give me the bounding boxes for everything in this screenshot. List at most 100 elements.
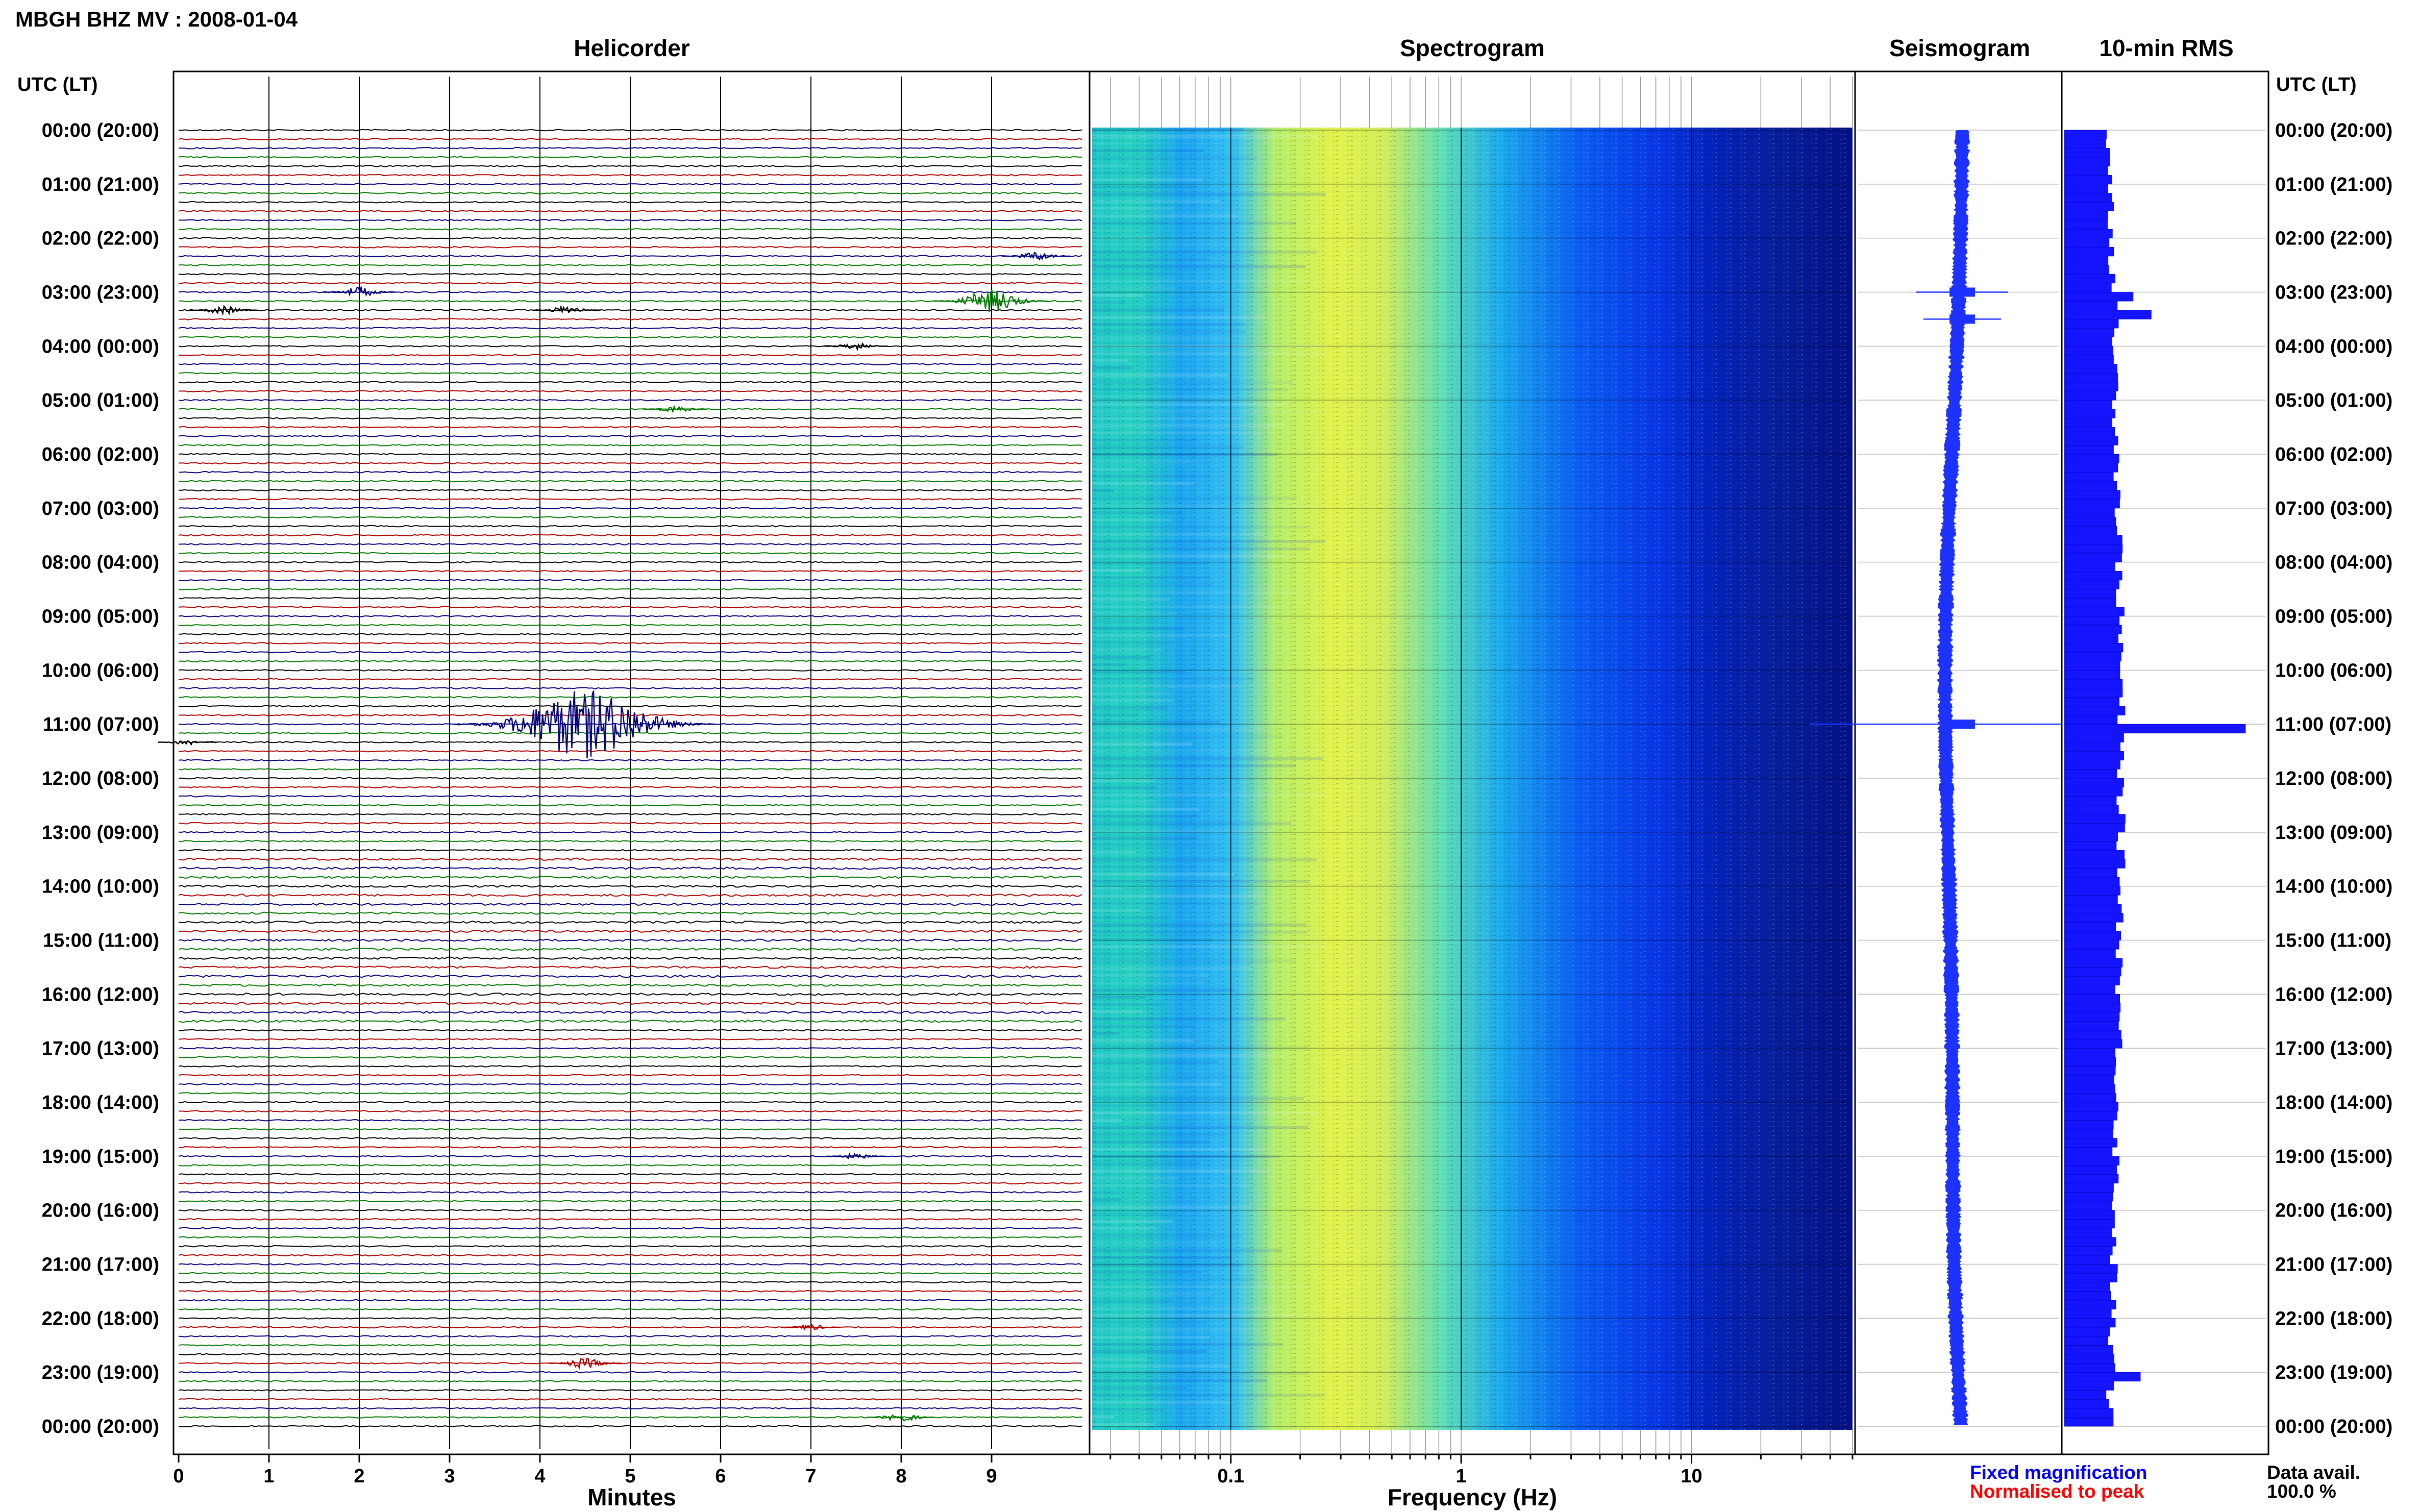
rms-bar (2064, 832, 2118, 841)
helicorder-trace (178, 552, 1082, 555)
helicorder-traces (178, 129, 1082, 1428)
spectrogram-stripe (1092, 996, 1146, 999)
time-label-right: 08:00 (04:00) (2275, 552, 2392, 574)
spectrogram-stripe (1092, 540, 1325, 543)
rms-bar (2064, 949, 2116, 959)
time-label-right: 00:00 (20:00) (2275, 1416, 2392, 1437)
helicorder-event (824, 342, 888, 352)
helicorder-trace (178, 255, 1082, 258)
spectrogram-stripe (1092, 251, 1317, 254)
seismogram-panel (1809, 70, 2115, 1455)
helicorder-trace (178, 525, 1082, 528)
spectrogram-stripe (1092, 294, 1143, 298)
rms-bar (2064, 1408, 2114, 1418)
helicorder-trace (179, 929, 1082, 933)
seismogram-envelope (1937, 130, 1970, 1425)
helicorder-trace (178, 1308, 1082, 1311)
rms-bar (2064, 1093, 2116, 1103)
helicorder-event (780, 1324, 841, 1331)
rms-bar (2064, 688, 2123, 698)
helicorder-trace (178, 426, 1082, 429)
spectrogram-stripe (1092, 149, 1204, 153)
spectrogram-stripe (1092, 1119, 1122, 1122)
rms-bar (2064, 958, 2123, 968)
helicorder-trace (178, 1317, 1082, 1320)
rms-bar (2064, 1372, 2141, 1382)
spectrogram-stripe (1092, 670, 1186, 674)
rms-bar (2064, 1165, 2117, 1175)
rms-bar (2064, 157, 2110, 166)
spectrogram-stripe (1092, 800, 1156, 804)
spectrogram-stripe (1092, 381, 1293, 384)
spectrogram-stripe (1092, 374, 1227, 377)
spectrogram-stripe (1092, 576, 1210, 579)
helicorder-trace (178, 624, 1082, 627)
spectrogram-stripe (1092, 489, 1114, 492)
helicorder-trace (178, 965, 1082, 969)
spectrogram-stripe (1092, 1379, 1267, 1382)
helicorder-trace (178, 579, 1082, 582)
rms-bar (2064, 292, 2134, 302)
rms-bar (2064, 886, 2120, 896)
helicorder-trace (178, 146, 1082, 150)
spectrogram-x-tick-label: 10 (1681, 1466, 1702, 1487)
rms-bar (2064, 535, 2122, 544)
spectrogram-stripe (1092, 1133, 1228, 1136)
rms-bar (2064, 418, 2112, 428)
time-label-left: 18:00 (14:00) (42, 1092, 159, 1113)
helicorder-event (933, 289, 1048, 312)
helicorder-trace (179, 219, 1082, 221)
spectrogram-stripe (1092, 475, 1211, 478)
helicorder-trace (178, 462, 1082, 464)
helicorder-trace (178, 615, 1082, 617)
helicorder-trace (178, 561, 1082, 563)
helicorder-trace (179, 1362, 1082, 1365)
helicorder-event (533, 305, 601, 314)
rms-bar (2064, 499, 2120, 509)
spectrogram-stripe (1092, 598, 1170, 601)
spectrogram-stripe (1092, 352, 1324, 355)
time-label-left: 17:00 (13:00) (42, 1038, 159, 1059)
station-title: MBGH BHZ MV : 2008-01-04 (15, 7, 298, 31)
helicorder-trace (178, 417, 1082, 419)
time-label-right: 07:00 (03:00) (2275, 498, 2392, 519)
legend-normalised-to-peak: Normalised to peak (1970, 1481, 2144, 1502)
spectrogram-stripe (1092, 1155, 1280, 1158)
helicorder-trace (178, 633, 1082, 636)
rms-bar (2064, 895, 2118, 905)
spectrogram-stripe (1092, 279, 1311, 283)
time-label-right: 22:00 (18:00) (2275, 1308, 2392, 1329)
helicorder-trace (178, 201, 1082, 204)
spectrogram-stripe (1092, 438, 1198, 442)
spectrogram-stripe (1092, 1126, 1308, 1129)
spectrogram-stripe (1092, 511, 1182, 514)
helicorder-trace (178, 336, 1082, 339)
rms-bar (2064, 580, 2119, 589)
rms-bar (2064, 301, 2118, 311)
spectrogram-stripe (1092, 590, 1306, 594)
rms-bar (2064, 1219, 2115, 1229)
helicorder-trace (178, 408, 1082, 411)
spectrogram-stripe (1092, 757, 1323, 760)
rms-bar (2064, 139, 2106, 148)
time-label-left: 09:00 (05:00) (42, 606, 159, 628)
rms-bar (2064, 472, 2114, 482)
helicorder-x-tick-label: 2 (354, 1466, 364, 1487)
rms-bar (2064, 283, 2112, 292)
helicorder-trace (178, 1020, 1082, 1023)
helicorder-trace (178, 983, 1082, 987)
spectrogram-stripe (1092, 988, 1235, 992)
spectrogram-stripe (1092, 945, 1326, 949)
helicorder-trace (178, 921, 1082, 924)
spectrogram-stripe (1092, 1365, 1232, 1368)
spectrogram-stripe (1092, 525, 1310, 529)
seismogram-spike-core (1949, 314, 1975, 324)
rms-bar (2064, 1066, 2116, 1076)
helicorder-trace (178, 1092, 1082, 1095)
rms-bar (2064, 1228, 2112, 1237)
spectrogram-stripe (1092, 1307, 1281, 1310)
rms-bar (2064, 1147, 2113, 1157)
spectrogram-stripe (1092, 691, 1170, 695)
helicorder-trace (178, 138, 1082, 140)
spectrogram-stripe (1092, 337, 1232, 341)
